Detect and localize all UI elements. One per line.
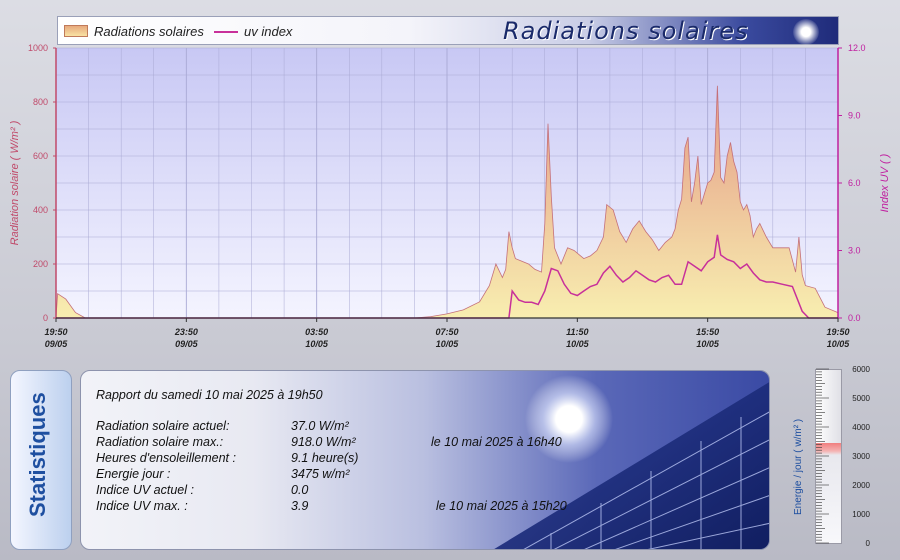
series-uv-line <box>56 234 838 319</box>
y-tick-label: 1000 <box>28 43 48 53</box>
stat-label: Radiation solaire max.: <box>96 435 224 449</box>
gauge-tick-label: 4000 <box>852 423 870 432</box>
gauge-tick-label: 2000 <box>852 481 870 490</box>
y-right-tick-label: 0.0 <box>848 313 861 323</box>
stat-label: Radiation solaire actuel: <box>96 419 230 433</box>
solar-panel-illustration <box>494 375 769 549</box>
y-tick-label: 600 <box>33 151 48 161</box>
statistics-tab-label: Statistiques <box>25 392 50 517</box>
stat-value: 9.1 heure(s) <box>291 451 359 465</box>
report-title: Rapport du samedi 10 mai 2025 à 19h50 <box>96 388 323 402</box>
x-tick-time: 03:50 <box>305 327 328 337</box>
y-right-axis-label: Index UV ( ) <box>879 153 891 212</box>
x-tick-time: 07:50 <box>435 327 458 337</box>
stat-label: Indice UV actuel : <box>96 483 194 497</box>
stat-label: Energie jour : <box>96 467 171 481</box>
energy-gauge-label: Energie / jour ( w/m² ) <box>793 418 804 515</box>
stat-label: Heures d'ensoleillement : <box>96 451 236 465</box>
stat-extra: le 10 mai 2025 à 15h20 <box>436 499 567 513</box>
energy-gauge-fill <box>816 442 841 543</box>
y-axis-label: Radiation solaire ( W/m² ) <box>9 120 21 245</box>
y-right-tick-label: 12.0 <box>848 43 866 53</box>
x-tick-date: 09/05 <box>175 339 199 349</box>
gauge-tick-label: 6000 <box>852 365 870 374</box>
x-tick-date: 10/05 <box>566 339 590 349</box>
legend-uv-label: uv index <box>244 24 293 39</box>
x-tick-time: 23:50 <box>174 327 198 337</box>
legend-radiation-label: Radiations solaires <box>94 24 204 39</box>
stat-value: 3475 w/m² <box>291 467 350 481</box>
x-tick-date: 09/05 <box>45 339 69 349</box>
sun-icon <box>793 19 819 45</box>
stat-value: 0.0 <box>291 483 309 497</box>
gauge-tick-label: 3000 <box>852 452 870 461</box>
stat-extra: le 10 mai 2025 à 16h40 <box>431 435 562 449</box>
legend-uv-swatch <box>214 31 238 33</box>
statistics-tab: Statistiques <box>10 370 72 550</box>
y-tick-label: 400 <box>33 205 48 215</box>
energy-gauge-scale: 0 1000 2000 3000 4000 5000 6000 <box>816 365 871 548</box>
x-tick-date: 10/05 <box>436 339 460 349</box>
x-tick-date: 10/05 <box>696 339 720 349</box>
series-radiation-area <box>55 85 839 319</box>
gauge-tick-label: 0 <box>866 539 871 548</box>
x-tick-time: 19:50 <box>44 327 67 337</box>
chart-legend-banner: Radiations solaires uv index Radiations … <box>57 16 839 45</box>
stat-label: Indice UV max. : <box>96 499 188 513</box>
y-right-tick-label: 9.0 <box>848 111 861 121</box>
x-tick-time: 11:50 <box>566 327 588 337</box>
stat-value: 3.9 <box>291 499 309 513</box>
y-right-tick-label: 3.0 <box>848 246 861 256</box>
x-tick-time: 15:50 <box>696 327 719 337</box>
y-tick-label: 200 <box>33 259 48 269</box>
x-tick-date: 10/05 <box>827 339 851 349</box>
banner-title: Radiations solaires <box>503 17 749 45</box>
y-right-tick-label: 6.0 <box>848 178 861 188</box>
gauge-tick-label: 1000 <box>852 510 870 519</box>
stat-value: 918.0 W/m² <box>291 435 356 449</box>
stat-value: 37.0 W/m² <box>291 419 349 433</box>
statistics-panel: Rapport du samedi 10 mai 2025 à 19h50 Ra… <box>80 370 770 550</box>
legend-radiation-swatch <box>64 25 88 37</box>
x-tick-time: 19:50 <box>826 327 849 337</box>
x-tick-date: 10/05 <box>305 339 329 349</box>
y-tick-label: 800 <box>33 97 48 107</box>
y-tick-label: 0 <box>43 313 48 323</box>
gauge-tick-label: 5000 <box>852 394 870 403</box>
solar-radiation-chart: 0 200 400 600 800 1000 0.0 3.0 6.0 9.0 12.0 19:50 09… <box>9 43 891 349</box>
energy-gauge <box>815 369 842 544</box>
